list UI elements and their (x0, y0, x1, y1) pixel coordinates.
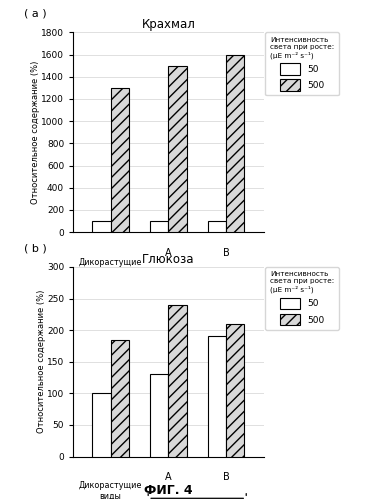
Bar (168, 305, 187, 457)
Title: Глюкоза: Глюкоза (142, 253, 195, 266)
Bar (150, 374, 168, 457)
Title: Крахмал: Крахмал (141, 18, 195, 31)
Bar (111, 340, 129, 457)
Y-axis label: Относительное содержание (%): Относительное содержание (%) (37, 290, 45, 434)
Bar (92, 221, 111, 232)
Text: B: B (223, 248, 229, 258)
Legend: 50, 500: 50, 500 (265, 267, 339, 330)
Bar (208, 221, 226, 232)
Text: Дикорастущие
виды
(Col): Дикорастущие виды (Col) (79, 481, 142, 499)
Y-axis label: Относительное содержание (%): Относительное содержание (%) (31, 60, 40, 204)
Bar (150, 221, 168, 232)
Bar (168, 66, 187, 232)
Legend: 50, 500: 50, 500 (265, 32, 339, 95)
Text: A: A (165, 472, 172, 482)
Text: A: A (165, 248, 172, 258)
Text: ( a ): ( a ) (24, 8, 46, 18)
Text: ( b ): ( b ) (24, 244, 46, 253)
Bar (208, 336, 226, 457)
Bar (226, 54, 244, 232)
Bar (226, 324, 244, 457)
Text: 35S-GSH1: 35S-GSH1 (172, 284, 222, 294)
Text: B: B (223, 472, 229, 482)
Text: Дикорастущие
виды
(Col): Дикорастущие виды (Col) (79, 258, 142, 288)
Text: ФИГ. 4: ФИГ. 4 (144, 484, 193, 497)
Bar (111, 88, 129, 232)
Bar (92, 393, 111, 457)
